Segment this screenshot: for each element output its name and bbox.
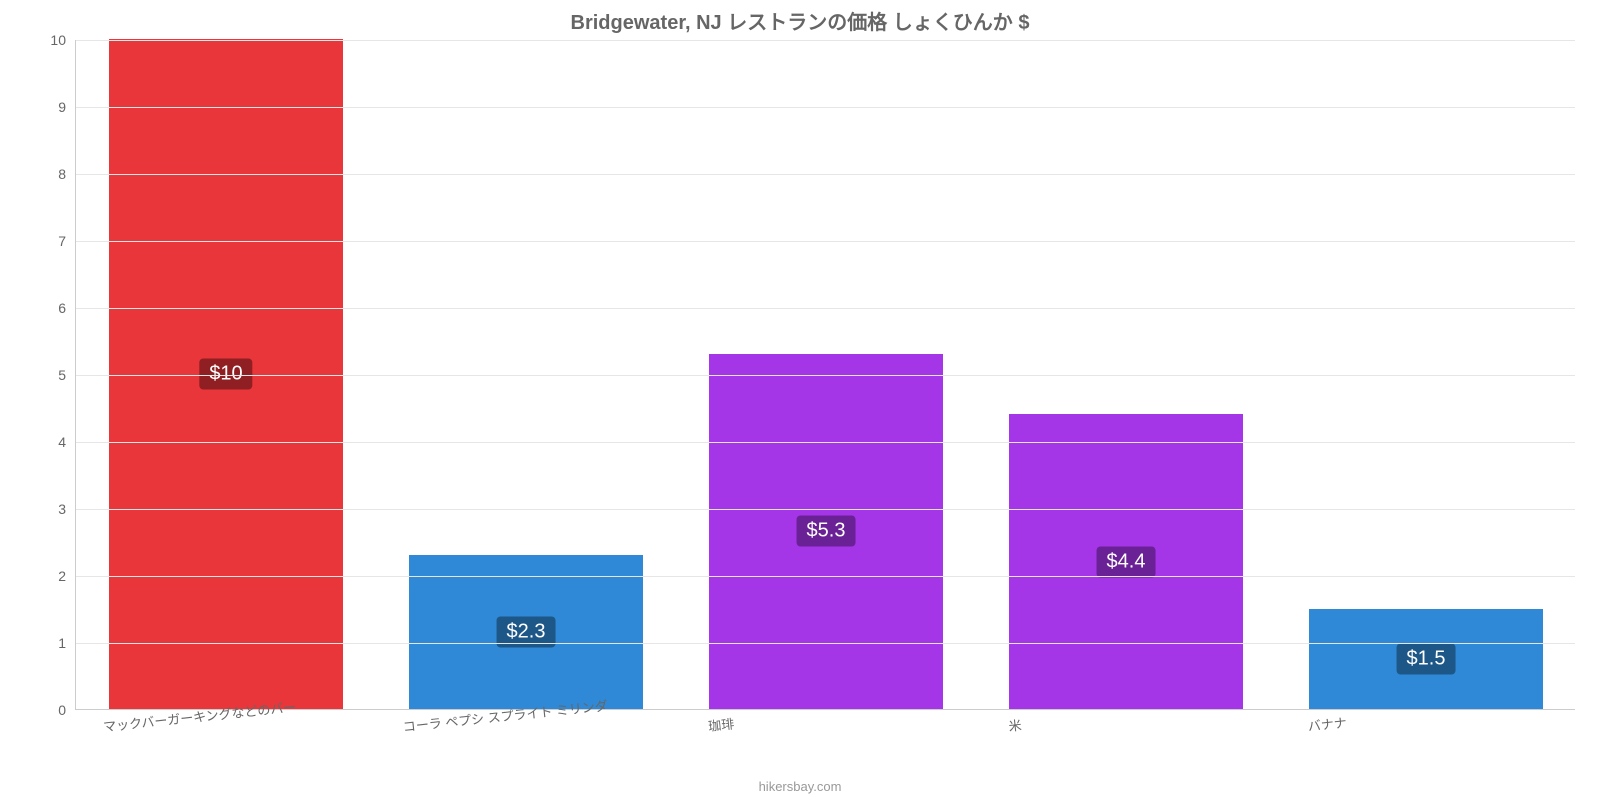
grid-line [76, 174, 1575, 175]
grid-line [76, 509, 1575, 510]
bar: $1.5 [1309, 609, 1543, 710]
grid-line [76, 241, 1575, 242]
y-tick-label: 7 [26, 233, 76, 249]
y-tick-label: 3 [26, 501, 76, 517]
y-tick-label: 5 [26, 367, 76, 383]
y-tick-label: 6 [26, 300, 76, 316]
bar: $4.4 [1009, 414, 1243, 709]
bar: $2.3 [409, 555, 643, 709]
chart-title: Bridgewater, NJ レストランの価格 しょくひんか $ [0, 6, 1600, 35]
y-tick-label: 1 [26, 635, 76, 651]
grid-line [76, 442, 1575, 443]
bar-value-label: $10 [199, 359, 252, 390]
bar: $10 [109, 39, 343, 709]
plot-area: $10$2.3$5.3$4.4$1.5 012345678910 [75, 40, 1575, 710]
bar-value-label: $1.5 [1397, 643, 1456, 674]
grid-line [76, 643, 1575, 644]
y-tick-label: 0 [26, 702, 76, 718]
x-tick-label: バナナ [1307, 712, 1348, 735]
grid-line [76, 40, 1575, 41]
y-tick-label: 4 [26, 434, 76, 450]
x-tick-label: 米 [1008, 715, 1023, 735]
bar-value-label: $5.3 [797, 516, 856, 547]
grid-line [76, 308, 1575, 309]
y-tick-label: 2 [26, 568, 76, 584]
grid-line [76, 375, 1575, 376]
price-bar-chart: Bridgewater, NJ レストランの価格 しょくひんか $ $10 $2.… [0, 0, 1600, 800]
grid-line [76, 107, 1575, 108]
bar-value-label: $4.4 [1097, 546, 1156, 577]
x-tick-label: 珈琲 [707, 713, 735, 735]
y-tick-label: 8 [26, 166, 76, 182]
bar: $5.3 [709, 354, 943, 709]
y-tick-label: 9 [26, 99, 76, 115]
attribution: hikersbay.com [0, 779, 1600, 794]
y-tick-label: 10 [26, 32, 76, 48]
x-axis-labels: マックバーガーキングなどのバーコーラ ペプシ スプライト ミリンダ珈琲米バナナ [75, 712, 1575, 772]
grid-line [76, 576, 1575, 577]
